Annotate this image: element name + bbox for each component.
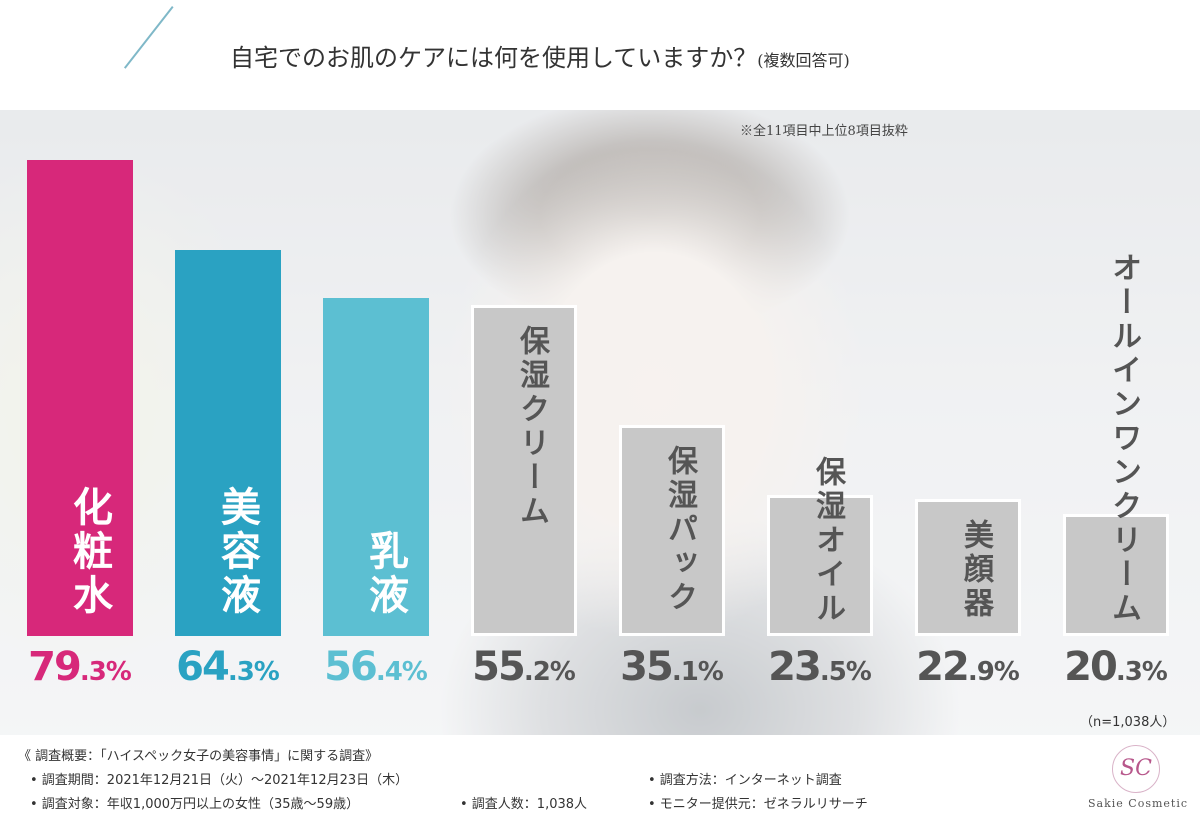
bar-value-label: 56.4% (324, 644, 428, 690)
bar-value-label: 79.3% (28, 644, 132, 690)
brand-logo: SC Sakie Cosmetic (1088, 745, 1188, 825)
logo-mark-icon: SC (1112, 745, 1160, 793)
bar-1 (27, 160, 133, 636)
survey-provider: • モニター提供元：ゼネラルリサーチ (648, 797, 868, 812)
survey-count: • 調査人数：1,038人 (460, 797, 588, 812)
bar-value-label: 64.3% (176, 644, 280, 690)
bar-4 (471, 305, 577, 636)
bar-value-label: 20.3% (1064, 644, 1168, 690)
chart-title: 自宅でのお肌のケアには何を使用していますか？(複数回答可) (230, 38, 850, 73)
title-slash-decoration (123, 6, 174, 69)
bar-category-label: 美容液 (215, 486, 259, 618)
bar-value-label: 23.5% (768, 644, 872, 690)
survey-method: • 調査方法：インターネット調査 (648, 773, 842, 788)
bar-6 (767, 495, 873, 636)
chart-title-text: 自宅でのお肌のケアには何を使用していますか？ (230, 44, 758, 72)
bar-value-label: 22.9% (916, 644, 1020, 690)
bar-category-label: 化粧水 (67, 486, 111, 618)
bar-3 (323, 298, 429, 636)
bar-7 (915, 499, 1021, 636)
bar-2 (175, 250, 281, 636)
survey-heading: 《 調査概要：「ハイスペック女子の美容事情」に関する調査》 (18, 749, 379, 764)
bar-category-label: 保湿パック (663, 445, 696, 615)
chart-title-suffix: (複数回答可) (757, 51, 850, 70)
survey-footer: 《 調査概要：「ハイスペック女子の美容事情」に関する調査》 • 調査期間：202… (0, 735, 1200, 831)
bar-category-label: 乳液 (363, 530, 407, 618)
bar-category-label: 美顔器 (959, 519, 992, 621)
bar-value-label: 55.2% (472, 644, 576, 690)
logo-text: Sakie Cosmetic (1088, 797, 1189, 810)
survey-period: • 調査期間：2021年12月21日（火）～2021年12月23日（木） (30, 773, 409, 788)
bar-category-label: 保湿オイル (811, 456, 844, 626)
sample-size-note: （n=1,038人） (1080, 715, 1176, 730)
bar-value-label: 35.1% (620, 644, 724, 690)
header: 自宅でのお肌のケアには何を使用していますか？(複数回答可) (0, 0, 1200, 110)
bar-category-label: オールインワンクリーム (1107, 252, 1140, 626)
bar-category-label: 保湿クリーム (515, 325, 548, 529)
selection-note: ※全11項目中上位8項目抜粋 (740, 124, 908, 139)
survey-target: • 調査対象：年収1,000万円以上の女性（35歳～59歳） (30, 797, 360, 812)
bar-5 (619, 425, 725, 636)
bar-8 (1063, 514, 1169, 636)
